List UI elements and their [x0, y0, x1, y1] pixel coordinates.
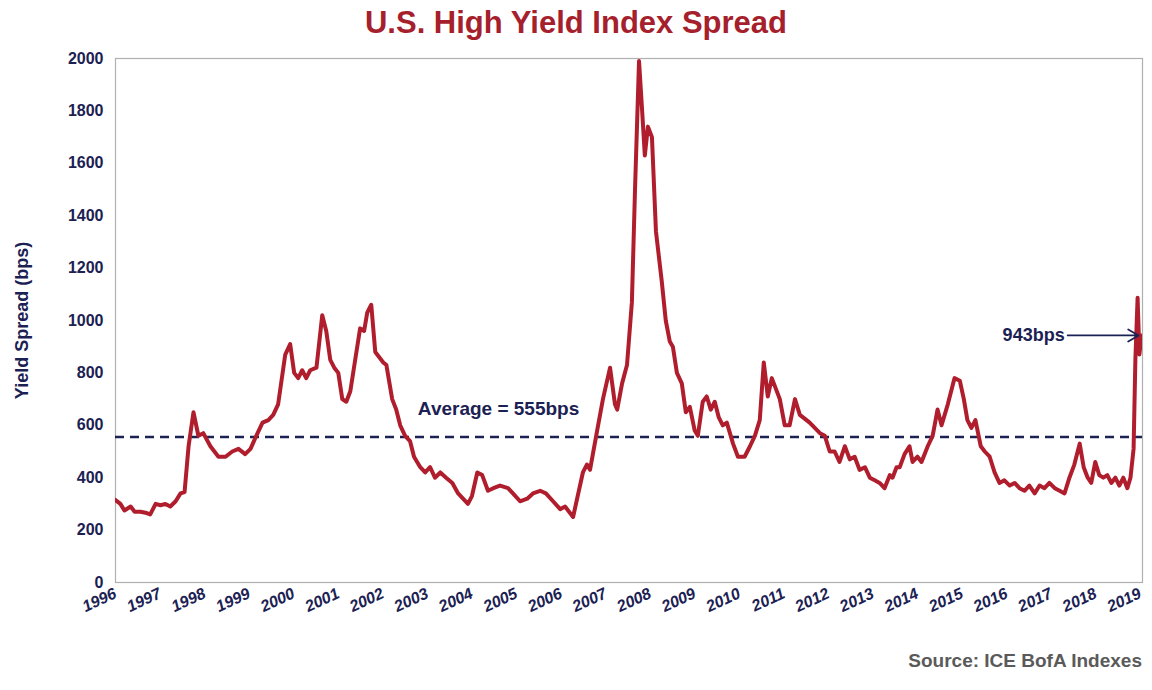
svg-text:2003: 2003: [390, 584, 430, 615]
svg-text:1996: 1996: [79, 584, 119, 614]
html-text:U.S. High Yield Index Spread: U.S. High Yield Index Spread: [365, 5, 787, 40]
svg-text:2016: 2016: [970, 584, 1010, 615]
svg-text:2010: 2010: [702, 584, 742, 615]
svg-text:2007: 2007: [569, 584, 610, 615]
svg-text:2018: 2018: [1059, 584, 1099, 615]
svg-text:2014: 2014: [881, 584, 921, 615]
svg-text:2006: 2006: [524, 584, 564, 615]
svg-text:2017: 2017: [1014, 584, 1055, 615]
svg-text:800: 800: [77, 364, 104, 381]
svg-text:1800: 1800: [68, 102, 104, 119]
svg-text:2000: 2000: [68, 50, 104, 67]
svg-text:2005: 2005: [480, 584, 521, 615]
svg-text:2001: 2001: [301, 584, 341, 615]
svg-text:1000: 1000: [68, 312, 104, 329]
svg-text:2015: 2015: [925, 584, 966, 615]
svg-text:943bps: 943bps: [1003, 325, 1065, 345]
svg-text:2002: 2002: [346, 584, 386, 615]
svg-text:2019: 2019: [1103, 584, 1143, 615]
svg-text:1998: 1998: [169, 584, 209, 614]
svg-text:400: 400: [77, 469, 104, 486]
svg-text:2008: 2008: [613, 584, 653, 615]
svg-text:2011: 2011: [748, 584, 787, 614]
svg-text:Yield Spread (bps): Yield Spread (bps): [12, 242, 32, 399]
svg-text:2004: 2004: [435, 584, 475, 615]
svg-text:2000: 2000: [257, 584, 297, 615]
svg-text:1200: 1200: [68, 259, 104, 276]
svg-text:1999: 1999: [213, 584, 253, 614]
svg-text:1600: 1600: [68, 154, 104, 171]
svg-text:200: 200: [77, 521, 104, 538]
svg-text:2009: 2009: [658, 584, 698, 615]
svg-text:2012: 2012: [791, 584, 831, 615]
svg-text:600: 600: [77, 416, 104, 433]
svg-text:2013: 2013: [836, 584, 876, 615]
svg-text:1997: 1997: [124, 584, 164, 615]
svg-text:Average = 555bps: Average = 555bps: [418, 398, 579, 419]
html-text:Source: ICE BofA Indexes: Source: ICE BofA Indexes: [908, 650, 1142, 671]
svg-text:1400: 1400: [68, 207, 104, 224]
svg-text:0: 0: [94, 573, 104, 591]
